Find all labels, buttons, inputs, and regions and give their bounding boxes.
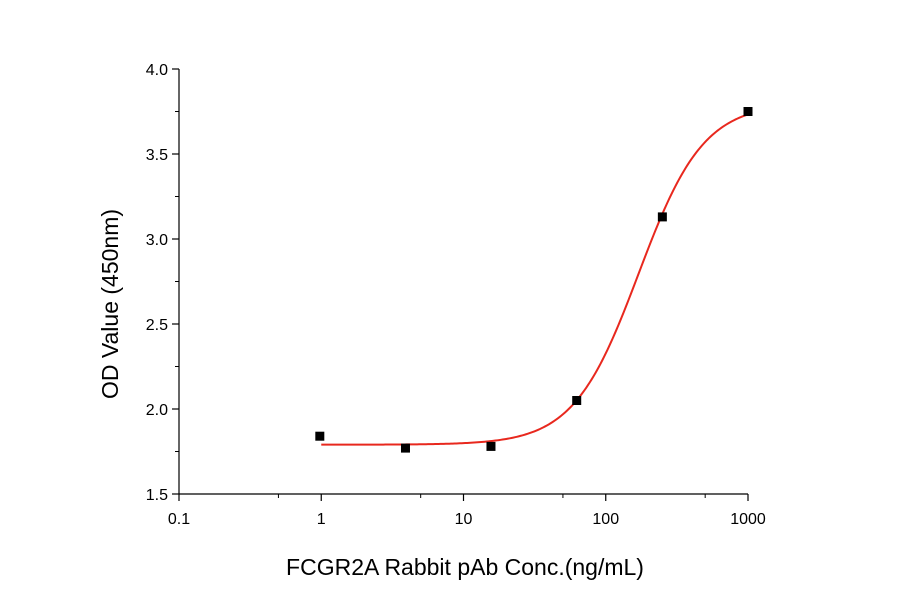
x-axis-ticks: 0.1 1 10 100 1000 [168,494,766,528]
x-tick-label: 1 [317,511,326,528]
y-axis-ticks: 1.5 2.0 2.5 3.0 3.5 4.0 [146,62,179,504]
y-tick-label: 2.0 [146,402,168,419]
y-tick-label: 3.0 [146,232,168,249]
axes [178,69,748,495]
x-tick-label: 10 [455,511,473,528]
data-points-layer [315,107,753,453]
data-point [315,431,325,441]
x-axis-title: FCGR2A Rabbit pAb Conc.(ng/mL) [286,554,644,580]
fit-curve [321,113,749,446]
y-axis-title: OD Value (450nm) [97,209,123,399]
x-tick-label: 0.1 [168,511,190,528]
data-point [572,396,582,405]
data-point [400,443,410,453]
data-point [657,212,667,222]
y-tick-label: 4.0 [146,62,168,79]
x-tick-label: 1000 [730,511,766,528]
x-tick-label: 100 [592,511,619,528]
data-point [743,107,753,116]
data-point [486,441,496,451]
y-tick-label: 1.5 [146,487,168,504]
fit-curve-layer [321,113,749,446]
y-tick-label: 3.5 [146,147,168,164]
y-tick-label: 2.5 [146,317,168,334]
